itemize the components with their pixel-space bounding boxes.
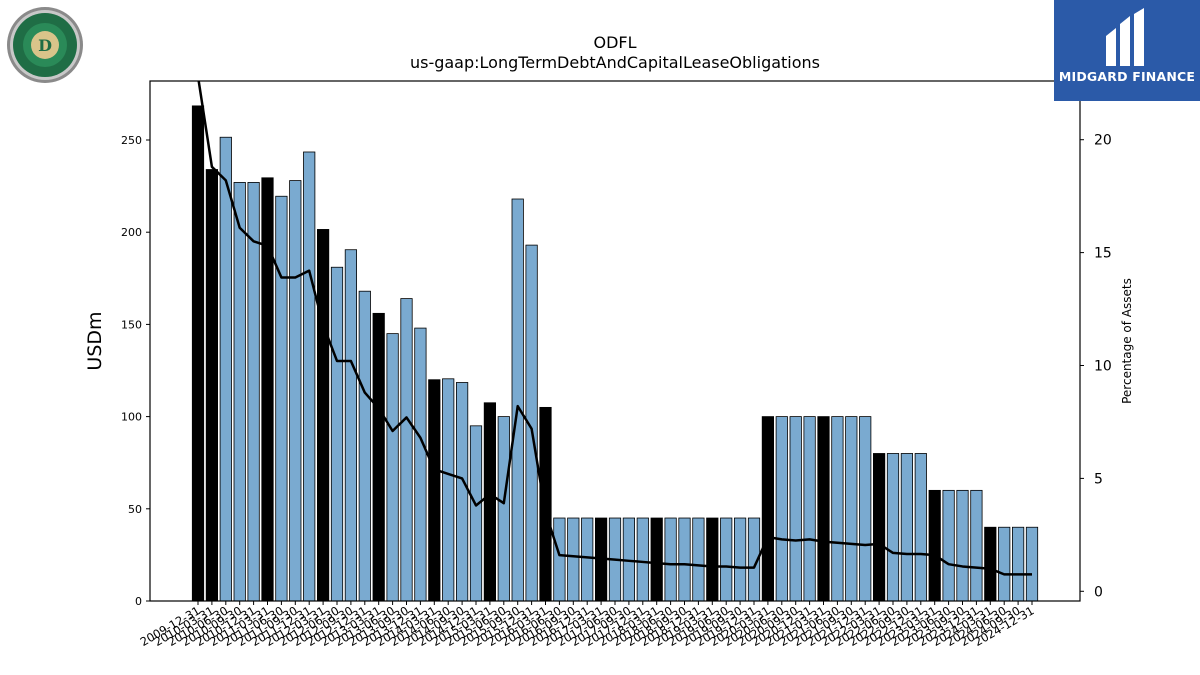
y-tick-label: 0 [135,595,142,608]
bar [859,416,872,602]
brand-logo: MIDGARD FINANCE [1054,0,1200,101]
bar [928,489,941,602]
bar [998,526,1011,602]
y2-tick-label: 5 [1094,471,1103,487]
company-logo: D [6,6,84,84]
chart-subtitle: us-gaap:LongTermDebtAndCapitalLeaseOblig… [410,53,820,72]
y-tick-label: 250 [121,134,142,147]
bar [191,105,205,602]
y-tick-label: 50 [128,503,142,516]
bar [873,453,886,602]
bar [400,298,413,602]
bar [914,453,927,602]
bar [553,517,566,602]
bar [956,489,969,602]
bar [845,416,858,602]
bar [205,169,218,602]
bar [1012,526,1025,602]
bar [581,517,594,602]
bar [497,416,510,602]
bar [261,177,274,602]
bar [970,489,983,602]
bar [706,517,719,602]
bar [275,195,288,602]
bar [219,136,232,602]
bar [664,517,677,602]
bar [942,489,955,602]
bar [678,517,691,602]
bar [469,425,483,602]
bar [414,327,427,602]
bar [442,378,455,602]
bar [761,416,775,602]
y-tick-label: 150 [121,318,142,331]
bar [372,312,385,602]
bar [511,198,524,602]
bar [303,151,316,602]
bar [789,416,802,602]
y2-tick-label: 20 [1094,133,1112,149]
bar [1025,526,1039,602]
bars-group [191,105,1039,602]
bar [539,406,552,602]
bar [316,229,330,602]
bar [720,517,733,602]
brand-name: MIDGARD FINANCE [1058,69,1196,84]
bar [567,517,580,602]
bar [900,453,914,602]
y-tick-label: 200 [121,226,142,239]
bar [483,402,497,602]
y2-tick-label: 10 [1094,358,1112,374]
bar [817,416,830,602]
bar [455,382,469,602]
bar [775,416,788,602]
y2-tick-label: 15 [1094,246,1112,262]
y2-axis-label: Percentage of Assets [1120,278,1134,404]
bar [831,416,844,602]
svg-text:D: D [38,36,52,55]
brand-mark-icon [1106,8,1144,66]
bar [330,266,344,602]
bar [247,182,260,602]
bar [344,249,358,602]
bar [734,517,747,602]
series-line [197,81,1032,576]
y2-tick-label: 0 [1094,584,1103,600]
bar [428,379,441,602]
bar [233,182,246,602]
bar [803,416,816,602]
bar [692,517,705,602]
line-group [197,81,1032,576]
y-axis-label: USDm [84,311,106,370]
bar [886,453,900,602]
bar [386,333,399,602]
bar [650,517,663,602]
bar [636,517,649,602]
chart-title: ODFL [593,33,636,52]
bar [984,526,997,602]
bar [289,180,302,602]
bar [358,290,371,602]
y-tick-label: 100 [121,411,142,424]
